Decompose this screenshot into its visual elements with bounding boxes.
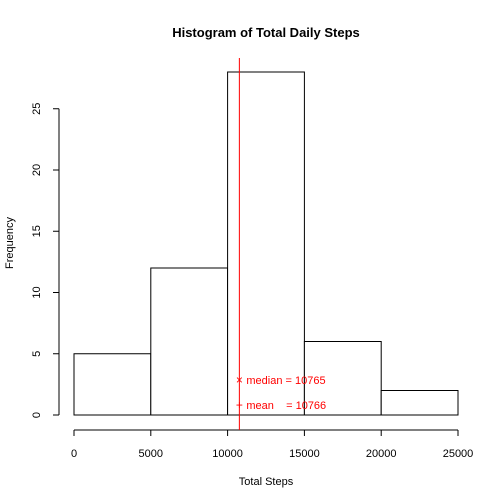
chart-title: Histogram of Total Daily Steps xyxy=(172,25,360,40)
histogram-bar-3 xyxy=(303,341,382,416)
y-tick-label-1: 5 xyxy=(31,351,43,357)
legend-label-0: median = 10765 xyxy=(246,375,325,387)
y-tick-label-0: 0 xyxy=(31,412,43,418)
x-tick-label-1: 5000 xyxy=(139,448,163,460)
x-tick-label-3: 15000 xyxy=(289,448,320,460)
y-axis: 0 5 10 15 20 25 xyxy=(31,103,60,418)
x-axis-label: Total Steps xyxy=(239,476,294,488)
legend-symbol-1: + xyxy=(236,398,243,412)
x-tick-label-0: 0 xyxy=(71,448,77,460)
x-tick-label-5: 25000 xyxy=(443,448,474,460)
x-tick-label-2: 10000 xyxy=(212,448,243,460)
histogram-bars xyxy=(73,71,459,416)
histogram-bar-1 xyxy=(150,267,229,416)
y-tick-label-3: 15 xyxy=(31,225,43,237)
y-tick-label-2: 10 xyxy=(31,286,43,298)
legend-label-1: mean = 10766 xyxy=(246,400,326,412)
x-tick-label-4: 20000 xyxy=(366,448,397,460)
legend-symbol-0: × xyxy=(236,373,243,387)
y-tick-label-4: 20 xyxy=(31,164,43,176)
y-axis-label: Frequency xyxy=(4,217,16,269)
legend: × median = 10765+ mean = 10766 xyxy=(236,373,326,412)
histogram-bar-4 xyxy=(380,390,459,416)
histogram-bar-2 xyxy=(227,71,305,416)
y-tick-label-5: 25 xyxy=(31,103,43,115)
histogram-bar-0 xyxy=(73,353,152,416)
x-axis: 0 5000 10000 15000 20000 25000 xyxy=(71,429,474,460)
